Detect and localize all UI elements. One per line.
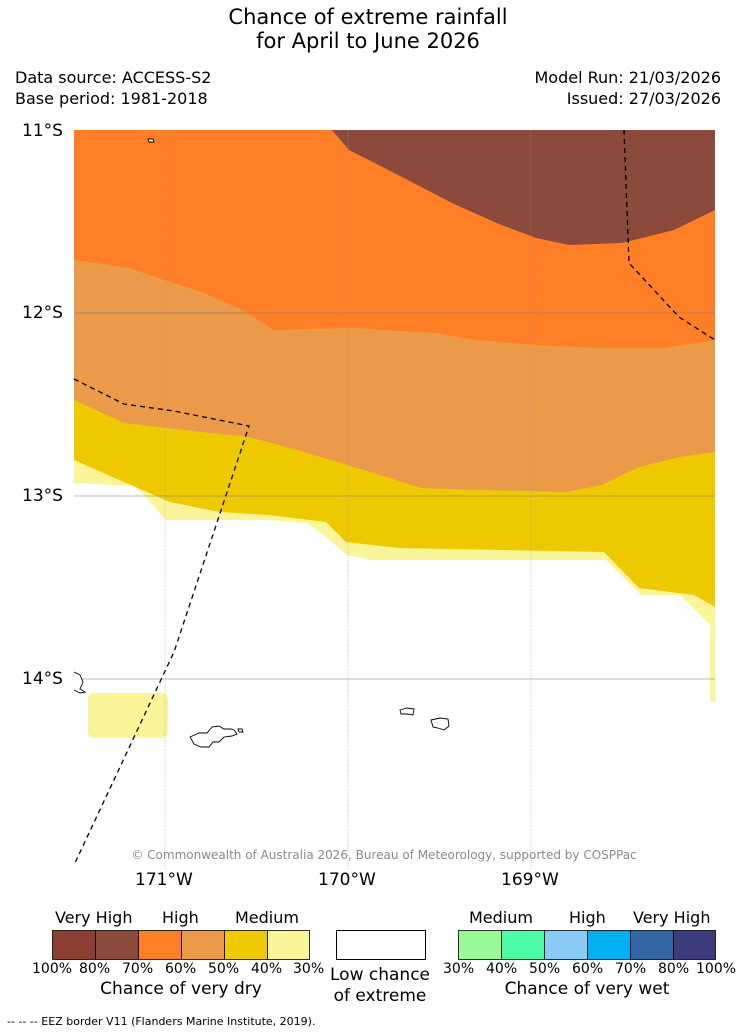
island-ofu-olosega	[399, 707, 415, 716]
wet-swatch-5	[673, 930, 716, 960]
legend-wet-very-high: Very High	[633, 908, 711, 927]
wet-tick-100: 100%	[696, 961, 736, 977]
legend-dry-high: High	[162, 908, 199, 927]
legend-wet-label: Chance of very wet	[504, 979, 670, 999]
wet-swatch-1	[501, 930, 545, 960]
legend-neutral-label-2: of extreme	[333, 986, 427, 1006]
legend-wet-colorbar	[458, 930, 716, 960]
dry-tick-60: 60%	[165, 961, 197, 977]
island-rose-atoll	[147, 138, 155, 143]
dry-swatch-4	[224, 930, 268, 960]
eez-border-west	[74, 378, 250, 866]
latitude-lines	[74, 312, 715, 680]
lat-label-14s: 14°S	[22, 669, 63, 689]
lon-label-171w: 171°W	[135, 870, 193, 890]
lon-label-170w: 170°W	[318, 870, 376, 890]
dry-swatch-2	[138, 930, 182, 960]
legend-wet-medium: Medium	[469, 908, 533, 927]
dry-tick-80: 80%	[79, 961, 111, 977]
base-period: Base period: 1981-2018	[15, 89, 208, 108]
dry-swatch-3	[181, 930, 225, 960]
island-aunuu	[237, 728, 244, 733]
island-tutuila	[189, 725, 238, 748]
issued-date: Issued: 27/03/2026	[566, 89, 721, 108]
data-source: Data source: ACCESS-S2	[15, 68, 212, 87]
eez-footnote: -- -- -- EEZ border V11 (Flanders Marine…	[7, 1015, 316, 1028]
wet-swatch-4	[630, 930, 674, 960]
lat-label-13s: 13°S	[22, 486, 63, 506]
eez-border-east	[623, 130, 715, 341]
map-title-line1: Chance of extreme rainfall	[228, 5, 508, 29]
model-run: Model Run: 21/03/2026	[534, 68, 722, 87]
dry-swatch-1	[95, 930, 139, 960]
wet-tick-30: 30%	[443, 961, 475, 977]
wet-swatch-0	[458, 930, 502, 960]
lat-label-11s: 11°S	[22, 121, 63, 141]
wet-tick-50: 50%	[529, 961, 561, 977]
dry-tick-40: 40%	[251, 961, 283, 977]
lon-label-169w: 169°W	[501, 870, 559, 890]
map-credit: © Commonwealth of Australia 2026, Bureau…	[131, 848, 637, 862]
dry-tick-70: 70%	[122, 961, 154, 977]
legend-wet-high: High	[569, 908, 606, 927]
wet-swatch-2	[544, 930, 588, 960]
legend-neutral-swatch	[336, 930, 426, 960]
legend-dry-medium: Medium	[235, 908, 299, 927]
rainfall-map	[74, 130, 715, 870]
legend-dry-very-high: Very High	[55, 908, 133, 927]
dry-tick-30: 30%	[293, 961, 325, 977]
legend-dry-colorbar	[52, 930, 310, 960]
legend-neutral-label-1: Low chance	[330, 965, 430, 985]
island-tau	[430, 717, 450, 731]
wet-swatch-3	[587, 930, 631, 960]
zone-low-dry-patch	[88, 693, 168, 738]
lat-label-12s: 12°S	[22, 303, 63, 323]
dry-tick-50: 50%	[208, 961, 240, 977]
map-title-line2: for April to June 2026	[256, 29, 480, 53]
island-savaii-tip	[74, 671, 87, 694]
wet-tick-70: 70%	[615, 961, 647, 977]
dry-swatch-0	[52, 930, 96, 960]
graticule	[164, 130, 532, 870]
zone-very-high-dry	[332, 130, 715, 245]
dry-tick-100: 100%	[32, 961, 73, 977]
legend-dry-label: Chance of very dry	[100, 979, 262, 999]
wet-tick-60: 60%	[572, 961, 604, 977]
wet-tick-80: 80%	[658, 961, 690, 977]
dry-swatch-5	[267, 930, 310, 960]
wet-tick-40: 40%	[486, 961, 518, 977]
